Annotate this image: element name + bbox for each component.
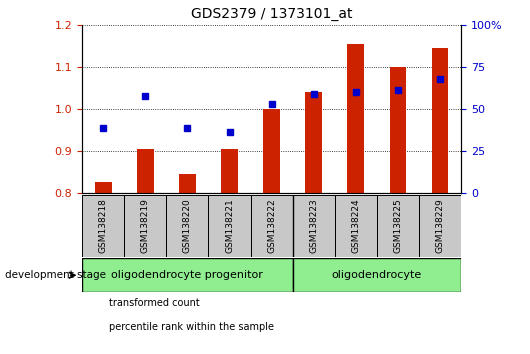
Bar bbox=[251, 195, 293, 257]
Bar bbox=[95, 182, 112, 193]
Bar bbox=[124, 195, 166, 257]
Text: GSM138224: GSM138224 bbox=[351, 198, 360, 253]
Text: GSM138220: GSM138220 bbox=[183, 198, 192, 253]
Bar bbox=[221, 149, 238, 193]
Bar bbox=[179, 174, 196, 193]
Bar bbox=[335, 195, 377, 257]
Text: GSM138223: GSM138223 bbox=[309, 198, 318, 253]
Bar bbox=[390, 67, 407, 193]
Text: development stage: development stage bbox=[5, 270, 107, 280]
Text: GSM138219: GSM138219 bbox=[141, 198, 150, 253]
Bar bbox=[137, 149, 154, 193]
Text: oligodendrocyte progenitor: oligodendrocyte progenitor bbox=[111, 270, 263, 280]
Title: GDS2379 / 1373101_at: GDS2379 / 1373101_at bbox=[191, 7, 352, 21]
Bar bbox=[348, 44, 364, 193]
Text: oligodendrocyte: oligodendrocyte bbox=[332, 270, 422, 280]
Text: GSM138225: GSM138225 bbox=[393, 198, 402, 253]
Text: GSM138221: GSM138221 bbox=[225, 198, 234, 253]
Bar bbox=[293, 195, 335, 257]
Bar bbox=[305, 92, 322, 193]
Bar bbox=[419, 195, 461, 257]
Text: GSM138218: GSM138218 bbox=[99, 198, 108, 253]
Text: GSM138222: GSM138222 bbox=[267, 198, 276, 253]
Bar bbox=[82, 258, 293, 292]
Text: percentile rank within the sample: percentile rank within the sample bbox=[109, 322, 273, 332]
Bar bbox=[431, 48, 448, 193]
Bar bbox=[208, 195, 251, 257]
Bar bbox=[293, 258, 461, 292]
Bar bbox=[82, 195, 124, 257]
Text: transformed count: transformed count bbox=[109, 298, 199, 308]
Text: GSM138229: GSM138229 bbox=[436, 198, 445, 253]
Bar bbox=[263, 109, 280, 193]
Bar bbox=[377, 195, 419, 257]
Bar bbox=[166, 195, 208, 257]
